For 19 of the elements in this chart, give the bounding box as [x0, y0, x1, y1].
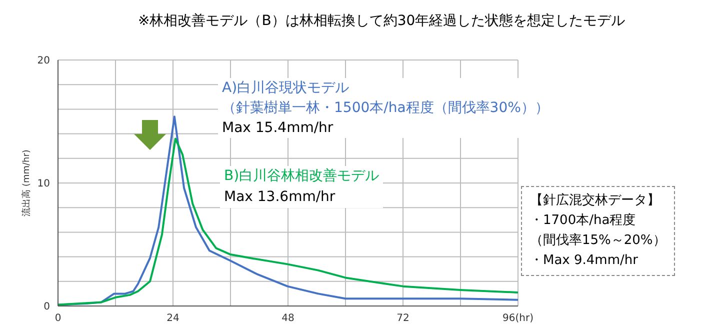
text: 【針広混交林データ】 [530, 192, 661, 210]
x-tick-label: 24 [166, 313, 180, 324]
y-tick-label: 10 [37, 178, 50, 190]
chart-title: ※林相改善モデル（B）は林相転換して約30年経過した状態を想定したモデル [138, 12, 626, 30]
y-axis-title: 流出高 (mm/hr) [21, 150, 32, 216]
x-tick-label: 48 [282, 313, 294, 324]
x-tick-label: 0 [54, 313, 62, 324]
y-tick-label: 0 [44, 302, 50, 313]
text: B)白川谷林相改善モデル [224, 167, 380, 186]
x-tick-label: 72 [396, 313, 410, 324]
x-tick-label: 96(hr) [502, 313, 534, 324]
y-tick-label: 20 [37, 56, 50, 67]
annotation: Max 15.4mm/hr [222, 119, 334, 138]
annotation: Max 13.6mm/hr [224, 188, 336, 207]
text: （間伐率15%～20%） [530, 232, 666, 250]
text: ・1700本/ha程度 [530, 212, 637, 230]
text: ・Max 9.4mm/hr [530, 252, 639, 270]
annotation: （針葉樹単一林・1500本/ha程度（間伐率30%）） [222, 99, 549, 118]
text: A)白川谷現状モデル [222, 79, 350, 98]
